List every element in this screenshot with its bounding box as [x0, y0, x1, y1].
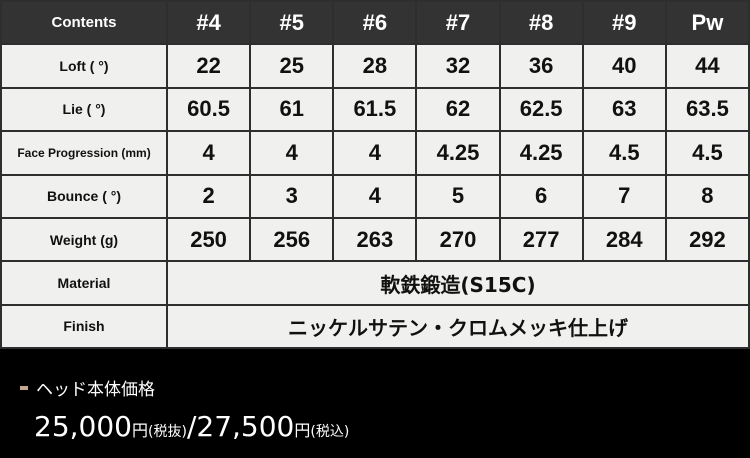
value-cell: 60.5 [165, 86, 252, 133]
header-cell: #4 [165, 0, 252, 46]
yen-unit: 円 [131, 421, 148, 441]
value-cell: 3 [249, 173, 335, 219]
price-section: ヘッド本体価格 25,000円(税抜)/27,500円(税込) [0, 349, 750, 443]
value-cell: 22 [165, 43, 252, 89]
value-cell: 63 [581, 86, 667, 133]
row-label: Material [0, 260, 168, 306]
value-cell: 44 [664, 43, 750, 89]
value-cell: 4.25 [498, 130, 584, 176]
value-cell: 61.5 [332, 86, 418, 133]
value-cell: 4 [249, 130, 335, 176]
row-label: Weight (g) [0, 216, 168, 263]
row-label: Lie ( °) [0, 86, 168, 133]
value-cell: 61 [249, 86, 335, 133]
value-cell: 63.5 [664, 86, 750, 133]
price-title: ヘッド本体価格 [20, 375, 750, 400]
header-cell: #9 [581, 0, 667, 46]
table-row: Face Progression (mm) 4 4 4 4.25 4.25 4.5 4.5 [0, 130, 750, 176]
value-cell: 250 [165, 216, 252, 263]
table-row: Weight (g) 250 256 263 270 277 284 292 [0, 216, 750, 263]
value-cell: 7 [581, 173, 667, 219]
tax-incl-label: (税込) [310, 424, 350, 441]
value-cell: 4 [332, 173, 418, 219]
price-excl-tax: 25,000 [34, 410, 132, 444]
value-cell: 284 [581, 216, 667, 263]
row-label: Face Progression (mm) [0, 130, 168, 176]
finish-value: ニッケルサテン・クロムメッキ仕上げ [166, 303, 750, 350]
value-cell: 277 [498, 216, 584, 263]
header-cell: #6 [332, 0, 418, 46]
row-label: Bounce ( °) [0, 173, 168, 219]
value-cell: 292 [664, 216, 750, 263]
row-label: Loft ( °) [0, 43, 168, 89]
value-cell: 62.5 [498, 86, 584, 133]
value-cell: 62 [415, 86, 501, 133]
value-cell: 40 [581, 43, 667, 89]
header-row: Contents #4 #5 #6 #7 #8 #9 Pw [0, 0, 750, 46]
value-cell: 5 [415, 173, 501, 219]
spec-table: Contents #4 #5 #6 #7 #8 #9 Pw Loft ( °) 22 25 28 32… [0, 0, 750, 350]
yen-unit: 円 [294, 421, 311, 441]
value-cell: 4 [165, 130, 252, 176]
header-cell: #8 [498, 0, 584, 46]
value-cell: 32 [415, 43, 501, 89]
value-cell: 6 [498, 173, 584, 219]
tax-excl-label: (税抜) [148, 424, 187, 441]
material-value: 軟鉄鍛造(S15C) [166, 260, 750, 306]
value-cell: 28 [332, 43, 418, 89]
finish-row: Finish ニッケルサテン・クロムメッキ仕上げ [0, 303, 750, 350]
value-cell: 4.25 [415, 130, 501, 176]
price-line: 25,000円(税抜)/27,500円(税込) [34, 410, 750, 443]
value-cell: 4.5 [581, 130, 667, 176]
value-cell: 256 [249, 216, 335, 263]
value-cell: 2 [165, 173, 252, 219]
header-cell: #7 [415, 0, 501, 46]
header-cell: Contents [0, 0, 168, 46]
price-title-text: ヘッド本体価格 [36, 380, 155, 401]
value-cell: 25 [249, 43, 335, 89]
value-cell: 36 [498, 43, 584, 89]
material-row: Material 軟鉄鍛造(S15C) [0, 260, 750, 306]
value-cell: 263 [332, 216, 418, 263]
header-cell: Pw [664, 0, 750, 46]
value-cell: 4.5 [664, 130, 750, 176]
value-cell: 270 [415, 216, 501, 263]
value-cell: 8 [664, 173, 750, 219]
header-cell: #5 [249, 0, 335, 46]
table-row: Lie ( °) 60.5 61 61.5 62 62.5 63 63.5 [0, 86, 750, 133]
row-label: Finish [0, 303, 168, 350]
table-row: Loft ( °) 22 25 28 32 36 40 44 [0, 43, 750, 89]
value-cell: 4 [332, 130, 418, 176]
bullet-icon [20, 385, 28, 390]
price-incl-tax: 27,500 [196, 410, 295, 444]
table-row: Bounce ( °) 2 3 4 5 6 7 8 [0, 173, 750, 219]
separator: / [186, 410, 197, 444]
